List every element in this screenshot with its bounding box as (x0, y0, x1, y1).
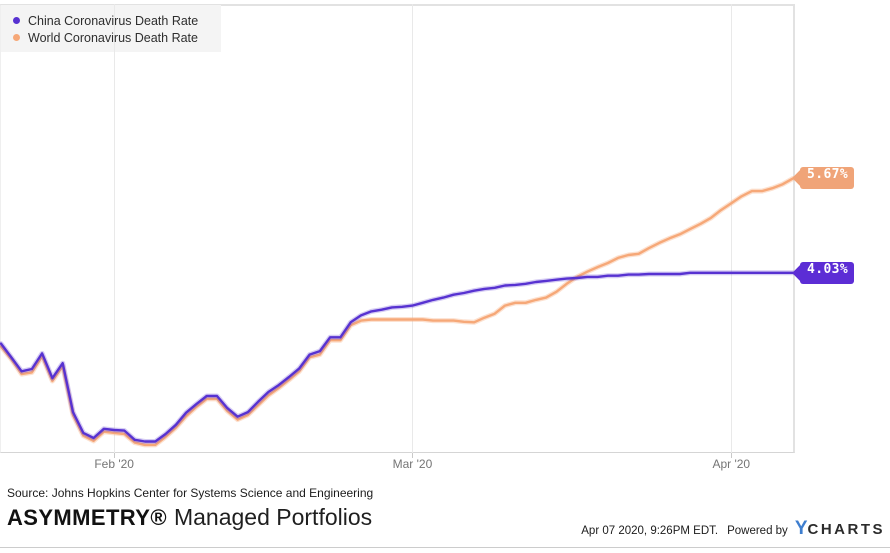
x-axis-label: Feb '20 (94, 457, 134, 471)
legend-label-world: World Coronavirus Death Rate (28, 30, 198, 45)
ycharts-y-icon: Y (794, 518, 808, 539)
timestamp-bar: Apr 07 2020, 9:26PM EDT. Powered by Y CHA… (581, 518, 885, 540)
x-axis-tick (114, 453, 116, 458)
source-attribution: Source: Johns Hopkins Center for Systems… (7, 486, 374, 500)
powered-by-label: Powered by (727, 525, 788, 537)
value-tag-world-text: 5.67% (807, 167, 849, 182)
value-tag-world: 5.67% (792, 167, 855, 189)
legend-label-china: China Coronavirus Death Rate (28, 13, 199, 28)
x-axis-label: Mar '20 (392, 457, 433, 471)
legend-background (1, 5, 221, 52)
ycharts-wordmark: CHARTS (807, 521, 885, 538)
legend-item-china[interactable]: China Coronavirus Death Rate (13, 12, 221, 29)
legend-item-world[interactable]: World Coronavirus Death Rate (13, 29, 221, 46)
gridline (731, 4, 733, 453)
chart-timestamp: Apr 07 2020, 9:26PM EDT. (581, 525, 719, 537)
value-tag-china-text: 4.03% (807, 262, 849, 277)
x-axis-tick (731, 453, 733, 458)
brand-banner: ASYMMETRY® Managed Portfolios (7, 504, 372, 531)
gridline (412, 4, 414, 453)
bottom-divider (0, 547, 890, 548)
brand-tagline: Managed Portfolios (173, 504, 373, 530)
legend-dot-china-icon (13, 17, 20, 24)
plot-area (0, 4, 795, 453)
x-axis-tick (412, 453, 414, 458)
chart-legend: China Coronavirus Death Rate World Coron… (1, 5, 221, 46)
brand-name: ASYMMETRY® (7, 505, 167, 530)
legend-dot-world-icon (13, 34, 20, 41)
value-tag-china: 4.03% (792, 262, 855, 284)
gridline (114, 4, 116, 453)
x-axis-label: Apr '20 (712, 457, 751, 471)
